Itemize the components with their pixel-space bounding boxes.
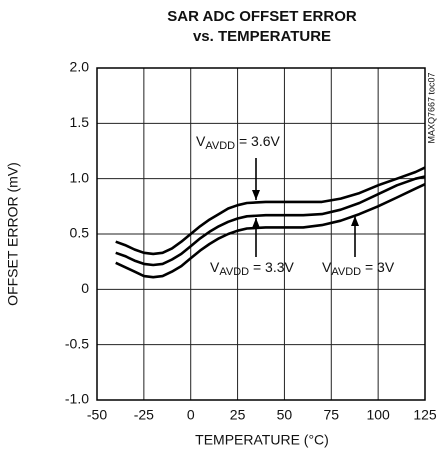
side-note: MAXQ7667 toc07 xyxy=(426,72,436,143)
y-tick-label: 0.5 xyxy=(70,225,90,241)
chart-title: SAR ADC OFFSET ERROR xyxy=(167,8,357,25)
arrow-head xyxy=(252,190,260,200)
series-label-part: = 3.3V xyxy=(249,259,294,275)
y-tick-label: 0 xyxy=(81,280,89,296)
series-label: VAVDD = 3.6V xyxy=(196,133,281,152)
series-label-part: AVDD xyxy=(331,266,361,278)
series-label-part: V xyxy=(210,259,220,275)
series-label-part: = 3.6V xyxy=(235,133,280,149)
series-line xyxy=(115,166,426,256)
x-tick-label: -50 xyxy=(87,407,107,423)
series-label-part: V xyxy=(322,259,332,275)
x-tick-label: 0 xyxy=(187,407,195,423)
plot-border xyxy=(96,67,426,401)
y-tick-label: -0.5 xyxy=(65,335,89,351)
y-tick-label: -1.0 xyxy=(65,391,89,407)
x-tick-label: -25 xyxy=(134,407,154,423)
chart-title: vs. TEMPERATURE xyxy=(193,28,331,45)
x-tick-label: 50 xyxy=(277,407,293,423)
x-tick-label: 125 xyxy=(413,407,437,423)
series-line xyxy=(115,183,426,279)
x-tick-label: 25 xyxy=(230,407,246,423)
x-tick-label: 75 xyxy=(323,407,339,423)
x-tick-label: 100 xyxy=(366,407,390,423)
y-tick-label: 1.5 xyxy=(70,114,90,130)
series-label: VAVDD = 3V xyxy=(322,259,395,278)
x-axis-label: TEMPERATURE (°C) xyxy=(195,432,329,448)
y-tick-label: 1.0 xyxy=(70,169,90,185)
y-axis-label: OFFSET ERROR (mV) xyxy=(5,162,21,306)
arrow-head xyxy=(252,218,260,228)
arrow-head xyxy=(351,216,359,226)
series-line xyxy=(115,175,426,267)
series-label-part: V xyxy=(196,133,206,149)
series-label-part: = 3V xyxy=(361,259,395,275)
series-label: VAVDD = 3.3V xyxy=(210,259,295,278)
series-label-part: AVDD xyxy=(205,140,235,152)
y-tick-label: 2.0 xyxy=(70,59,90,75)
series-label-part: AVDD xyxy=(219,266,249,278)
